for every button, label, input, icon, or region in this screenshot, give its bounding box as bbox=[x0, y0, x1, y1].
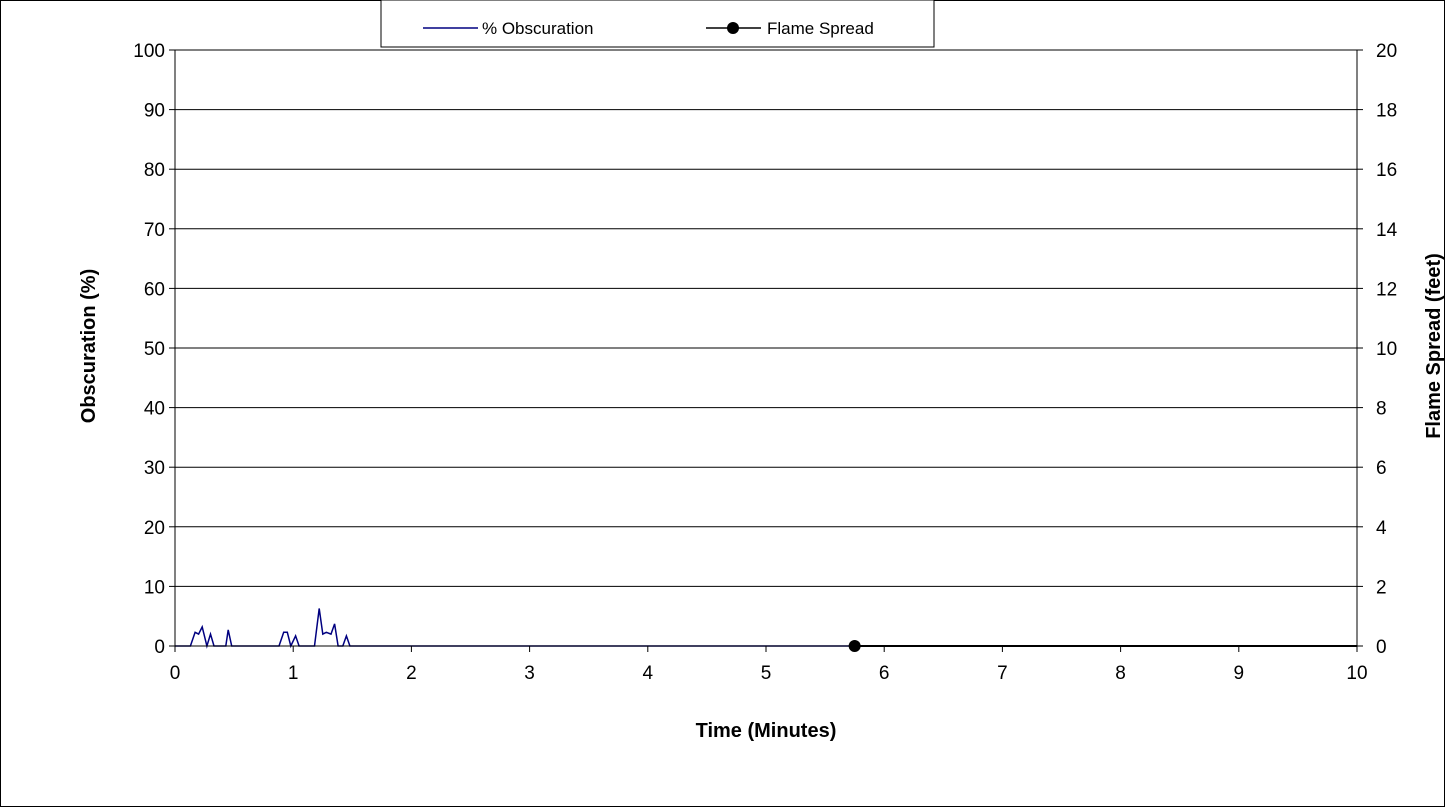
x-tick-label: 9 bbox=[1234, 663, 1245, 684]
grid bbox=[175, 49, 1357, 587]
y-tick-label: 60 bbox=[144, 279, 165, 300]
x-tick-label: 7 bbox=[997, 663, 1008, 684]
y-axis-left-title: Obscuration (%) bbox=[78, 269, 100, 423]
y-tick-label: 80 bbox=[144, 160, 165, 181]
x-tick-label: 4 bbox=[643, 663, 654, 684]
y-tick-label: 50 bbox=[144, 339, 165, 360]
y-tick-label: 100 bbox=[133, 41, 165, 62]
legend-label-obscuration: % Obscuration bbox=[482, 19, 594, 38]
x-tick-label: 8 bbox=[1115, 663, 1126, 684]
plot-series bbox=[175, 608, 1357, 652]
y2-tick-label: 18 bbox=[1376, 101, 1397, 122]
y2-tick-label: 2 bbox=[1376, 577, 1387, 598]
y-tick-label: 10 bbox=[144, 577, 165, 598]
y2-tick-label: 6 bbox=[1376, 458, 1387, 479]
x-tick-label: 6 bbox=[879, 663, 890, 684]
x-tick-label: 5 bbox=[761, 663, 772, 684]
series-line-0 bbox=[175, 608, 1357, 649]
y2-tick-label: 0 bbox=[1376, 637, 1387, 658]
y-tick-label: 30 bbox=[144, 458, 165, 479]
y2-tick-label: 16 bbox=[1376, 160, 1397, 181]
y-tick-label: 70 bbox=[144, 220, 165, 241]
x-axis-title: Time (Minutes) bbox=[696, 720, 837, 742]
y2-tick-label: 8 bbox=[1376, 399, 1387, 420]
y2-tick-label: 10 bbox=[1376, 339, 1397, 360]
x-tick-label: 0 bbox=[170, 663, 181, 684]
y2-tick-label: 20 bbox=[1376, 41, 1397, 62]
y-axis-right-title: Flame Spread (feet) bbox=[1423, 253, 1445, 439]
y-tick-label: 0 bbox=[154, 637, 165, 658]
y2-tick-label: 4 bbox=[1376, 518, 1387, 539]
tick-labels: 0102030405060708090100024681012141618200… bbox=[133, 41, 1397, 684]
legend: % Obscuration Flame Spread bbox=[380, 0, 935, 48]
y-tick-label: 20 bbox=[144, 518, 165, 539]
legend-marker-flame-spread bbox=[727, 22, 739, 34]
legend-label-flame-spread: Flame Spread bbox=[767, 19, 874, 38]
legend-box bbox=[380, 0, 935, 48]
y2-tick-label: 12 bbox=[1376, 279, 1397, 300]
x-tick-label: 10 bbox=[1346, 663, 1367, 684]
y-tick-label: 40 bbox=[144, 399, 165, 420]
x-tick-label: 1 bbox=[288, 663, 299, 684]
x-tick-label: 3 bbox=[524, 663, 535, 684]
x-tick-label: 2 bbox=[406, 663, 417, 684]
y2-tick-label: 14 bbox=[1376, 220, 1398, 241]
y-tick-label: 90 bbox=[144, 101, 165, 122]
